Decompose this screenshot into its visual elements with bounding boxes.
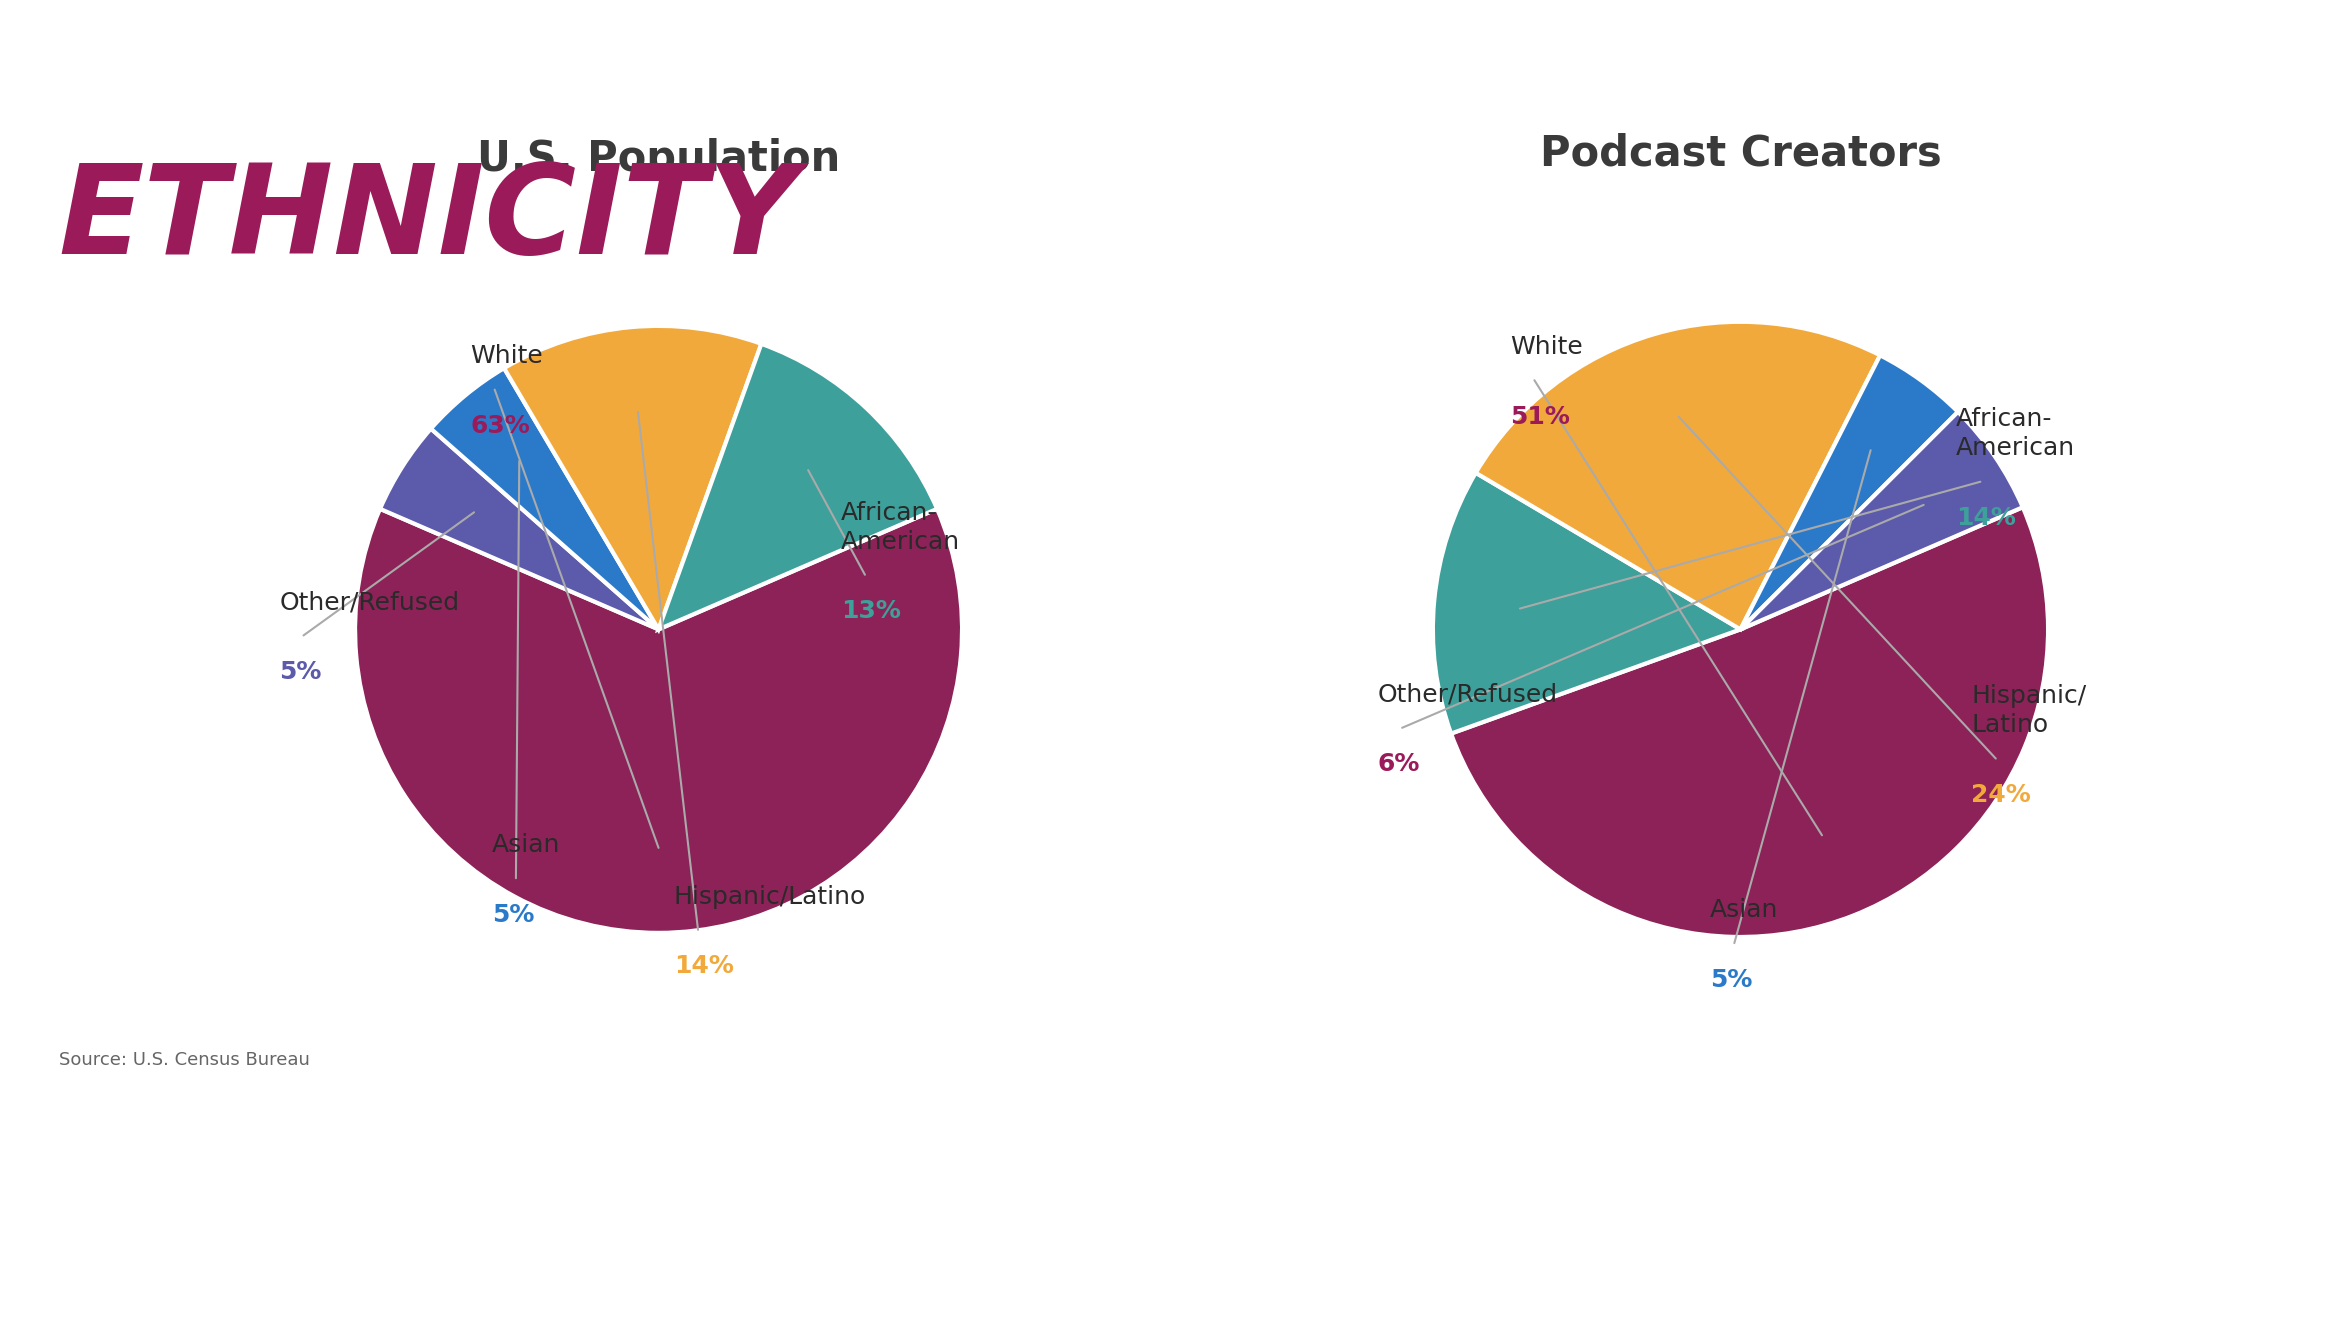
Text: 5%: 5% [492,902,534,926]
Wedge shape [1740,355,1957,629]
Text: African-
American: African- American [840,501,960,554]
Text: White: White [1510,335,1583,359]
Wedge shape [381,429,659,629]
Text: ETHNICITY: ETHNICITY [59,159,800,280]
Text: Asian: Asian [1710,897,1778,922]
Wedge shape [1451,507,2049,937]
Wedge shape [355,509,962,933]
Text: 6%: 6% [1378,753,1421,776]
Wedge shape [1740,412,2023,629]
Text: 14%: 14% [1957,506,2016,530]
Text: Source: U.S. Census Bureau: Source: U.S. Census Bureau [59,1051,310,1069]
Text: 63%: 63% [470,413,529,437]
Wedge shape [1432,473,1740,734]
Text: 24%: 24% [1971,783,2030,807]
Text: Other/Refused: Other/Refused [280,590,459,615]
Text: Hispanic/
Latino: Hispanic/ Latino [1971,684,2086,737]
Title: U.S. Population: U.S. Population [477,138,840,180]
Text: 5%: 5% [1710,967,1752,991]
Text: 51%: 51% [1510,405,1569,429]
Text: 13%: 13% [840,599,901,623]
Wedge shape [430,368,659,629]
Wedge shape [659,343,936,629]
Text: African-
American: African- American [1957,408,2074,460]
Text: White: White [470,344,543,368]
Text: Asian: Asian [492,833,560,857]
Text: Other/Refused: Other/Refused [1378,682,1557,706]
Text: 14%: 14% [673,954,734,978]
Text: 5%: 5% [280,660,322,684]
Wedge shape [503,326,762,629]
Wedge shape [1475,322,1879,629]
Text: SPONSORED BY: SPONSORED BY [416,1210,574,1228]
Title: Podcast Creators: Podcast Creators [1541,132,1940,175]
Text: Hispanic/Latino: Hispanic/Latino [673,885,866,909]
